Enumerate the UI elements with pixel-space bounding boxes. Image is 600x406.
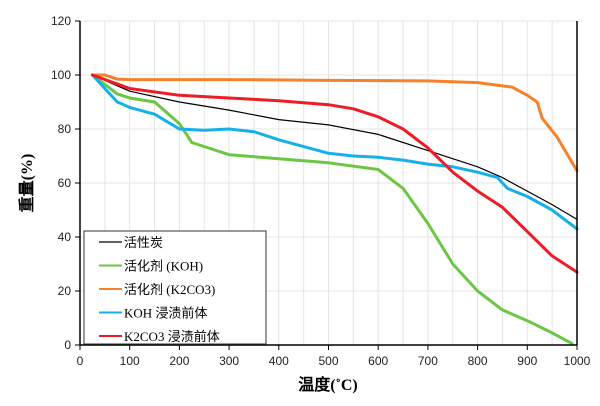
x-tick-label: 300 (219, 354, 239, 368)
x-tick-label: 700 (418, 354, 438, 368)
y-tick-label: 20 (58, 284, 72, 298)
x-tick-label: 1000 (564, 354, 591, 368)
axes (75, 20, 578, 350)
y-tick-label: 80 (58, 122, 72, 136)
x-axis-label: 温度(˚C) (297, 375, 358, 394)
legend-box (83, 230, 267, 345)
x-tick-label: 800 (468, 354, 488, 368)
x-tick-label: 100 (120, 354, 140, 368)
x-tick-label: 0 (77, 354, 84, 368)
x-tick-label: 900 (517, 354, 537, 368)
y-tick-label: 60 (58, 176, 72, 190)
x-tick-label: 500 (318, 354, 338, 368)
x-tick-label: 400 (269, 354, 289, 368)
series-line-3 (90, 73, 579, 231)
y-axis-label: 重量(%) (17, 154, 36, 213)
legend-label-4: K2CO3 浸渍前体 (124, 329, 220, 344)
legend-label-1: 活化剂 (KOH) (124, 259, 203, 274)
series-line-0 (91, 74, 578, 220)
legend-label-0: 活性炭 (124, 235, 163, 250)
series-line-4 (90, 73, 579, 274)
y-tick-label: 100 (51, 68, 71, 82)
x-tick-label: 600 (368, 354, 388, 368)
series-line-2 (90, 73, 579, 173)
tick-labels: 0 100 200 300 400 500 600 700 800 900 1000 0 20 40 60 8… (51, 14, 591, 368)
legend-label-2: 活化剂 (K2CO3) (124, 282, 215, 297)
legend-label-3: KOH 浸渍前体 (124, 306, 207, 321)
y-tick-label: 120 (51, 14, 71, 28)
x-tick-label: 200 (169, 354, 189, 368)
series-line-1 (90, 73, 574, 346)
y-tick-label: 0 (64, 338, 71, 352)
series-lines (90, 73, 579, 346)
y-tick-label: 40 (58, 230, 72, 244)
grid (80, 20, 577, 345)
